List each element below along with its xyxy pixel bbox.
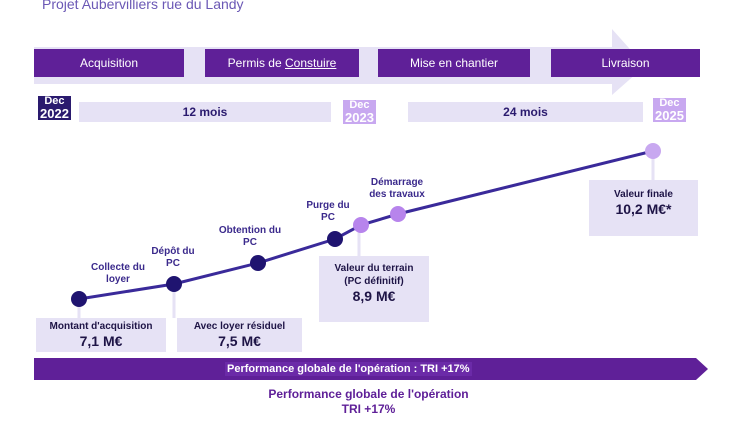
value-box-valeur-terrain: Valeur du terrain (PC définitif) 8,9 M€ — [319, 256, 429, 322]
phase-mise-en-chantier: Mise en chantier — [378, 49, 530, 77]
node-purge-pc — [353, 217, 369, 233]
performance-bar-label: Performance globale de l'opération : TRI… — [225, 362, 472, 376]
duration-24-mois: 24 mois — [408, 102, 643, 122]
step-label-demarrage-des-travaux: Démarrage des travaux — [369, 177, 425, 200]
phase-livraison: Livraison — [551, 49, 700, 77]
performance-caption-line1: Performance globale de l'opération — [268, 387, 469, 401]
duration-12-mois: 12 mois — [79, 102, 331, 122]
date-badge-dec-2023: Dec 2023 — [343, 99, 376, 125]
step-label-depot-du-pc: Dépôt du PC — [151, 246, 195, 269]
step-label-collecte-du-loyer: Collecte du loyer — [91, 262, 145, 285]
phase-acquisition: Acquisition — [34, 49, 184, 77]
date-badge-dec-2025: Dec 2025 — [653, 97, 686, 123]
value-box-loyer-residuel: Avec loyer résiduel 7,5 M€ — [177, 318, 302, 352]
performance-caption: Performance globale de l'opération TRI +… — [0, 387, 737, 417]
performance-caption-line2: TRI +17% — [341, 402, 396, 416]
page-title: Projet Aubervilliers rue du Landy — [42, 0, 244, 12]
step-label-purge-du-pc: Purge du PC — [306, 200, 350, 223]
phase-permis-de-construire: Permis de Constuire — [205, 49, 359, 77]
date-badge-dec-2022: Dec 2022 — [38, 95, 71, 121]
node-collecte-loyer — [166, 276, 182, 292]
node-depot-pc — [250, 255, 266, 271]
step-label-obtention-du-pc: Obtention du PC — [218, 225, 282, 248]
node-livraison — [645, 143, 661, 159]
node-demarrage-travaux — [390, 206, 406, 222]
value-box-montant-acquisition: Montant d'acquisition 7,1 M€ — [36, 318, 166, 352]
value-box-valeur-finale: Valeur finale 10,2 M€* — [589, 180, 698, 236]
node-acquisition — [71, 291, 87, 307]
node-obtention-pc — [327, 231, 343, 247]
